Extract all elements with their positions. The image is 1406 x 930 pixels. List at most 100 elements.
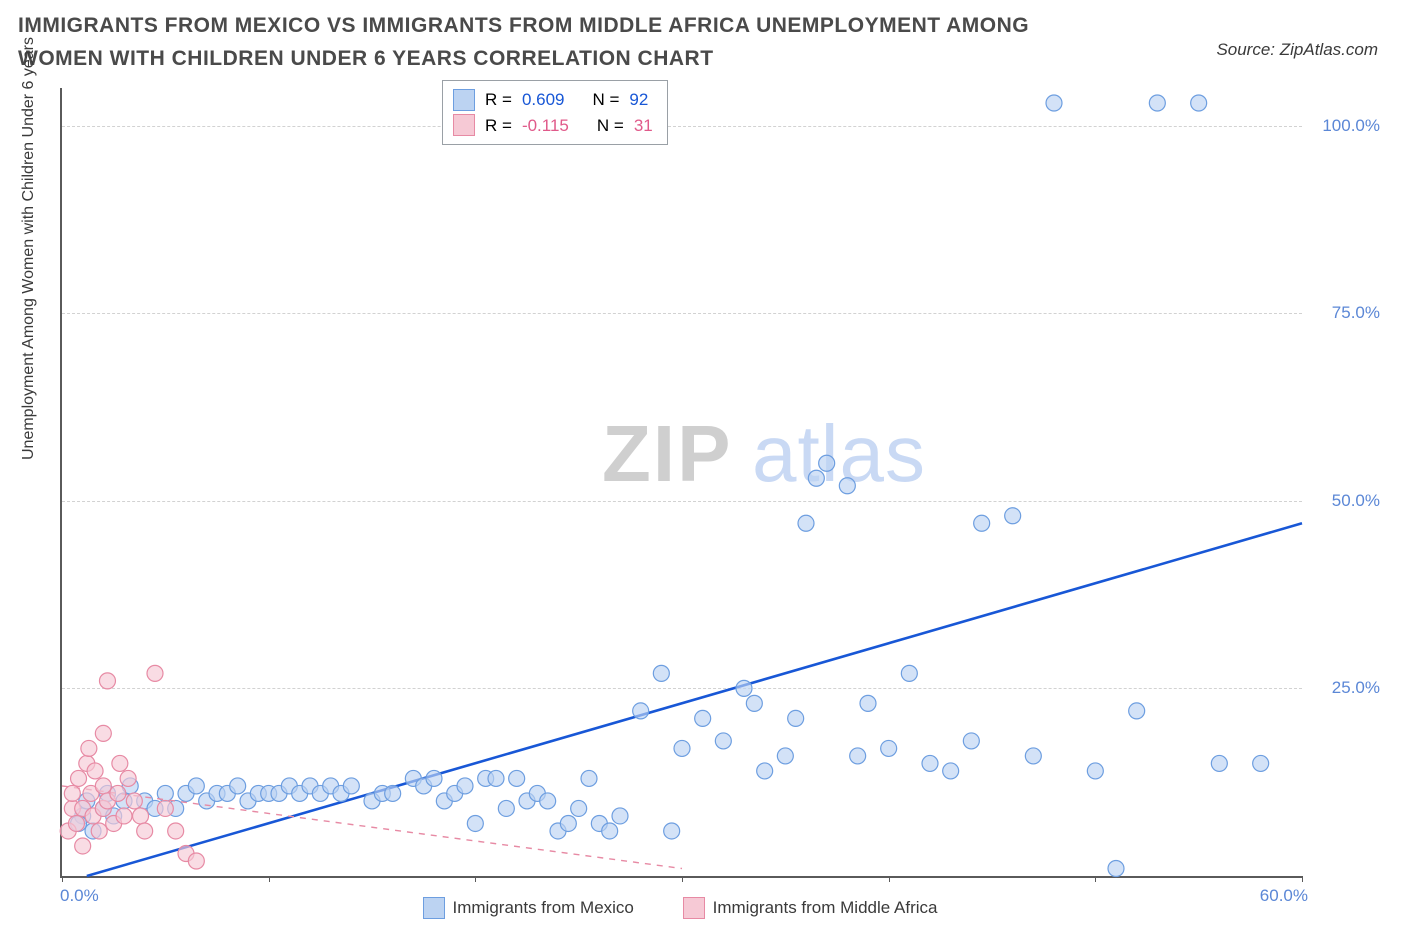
data-point: [839, 478, 855, 494]
n-label: N =: [597, 113, 624, 139]
data-point: [110, 785, 126, 801]
y-axis-label: Unemployment Among Women with Children U…: [20, 37, 38, 460]
data-point: [68, 815, 84, 831]
chart-title: IMMIGRANTS FROM MEXICO VS IMMIGRANTS FRO…: [18, 10, 1118, 75]
data-point: [95, 725, 111, 741]
data-point: [188, 778, 204, 794]
data-point: [1108, 860, 1124, 876]
legend-row-mexico: R = 0.609 N = 92: [453, 87, 653, 113]
data-point: [653, 665, 669, 681]
data-point: [746, 695, 762, 711]
data-point: [87, 763, 103, 779]
data-point: [137, 823, 153, 839]
data-point: [230, 778, 246, 794]
data-point: [674, 740, 690, 756]
data-point: [81, 740, 97, 756]
r-label: R =: [485, 87, 512, 113]
data-point: [581, 770, 597, 786]
data-point: [75, 838, 91, 854]
n-label: N =: [592, 87, 619, 113]
data-point: [664, 823, 680, 839]
data-point: [385, 785, 401, 801]
data-point: [91, 823, 107, 839]
data-point: [488, 770, 504, 786]
data-point: [788, 710, 804, 726]
data-point: [860, 695, 876, 711]
data-point: [126, 793, 142, 809]
scatter-plot: ZIP atlas 25.0%50.0%75.0%100.0% R = 0.60…: [60, 88, 1302, 878]
data-point: [850, 748, 866, 764]
r-value-africa: -0.115: [522, 113, 569, 139]
data-point: [1191, 95, 1207, 111]
data-point: [120, 770, 136, 786]
data-point: [1005, 508, 1021, 524]
series-legend: Immigrants from Mexico Immigrants from M…: [60, 897, 1300, 924]
legend-swatch-mexico: [453, 89, 475, 111]
x-tick: [1302, 876, 1303, 882]
x-tick: [682, 876, 683, 882]
n-value-africa: 31: [634, 113, 653, 139]
data-point: [95, 778, 111, 794]
legend-item-africa: Immigrants from Middle Africa: [683, 897, 938, 919]
data-point: [922, 755, 938, 771]
data-point: [602, 823, 618, 839]
data-point: [71, 770, 87, 786]
data-point: [509, 770, 525, 786]
y-tick-label: 25.0%: [1332, 678, 1380, 698]
legend-label-mexico: Immigrants from Mexico: [453, 898, 634, 918]
n-value-mexico: 92: [629, 87, 648, 113]
data-point: [116, 808, 132, 824]
data-point: [715, 733, 731, 749]
data-point: [343, 778, 359, 794]
data-point: [881, 740, 897, 756]
data-point: [736, 680, 752, 696]
data-point: [757, 763, 773, 779]
r-value-mexico: 0.609: [522, 87, 565, 113]
legend-item-mexico: Immigrants from Mexico: [423, 897, 634, 919]
data-point: [168, 823, 184, 839]
legend-row-africa: R = -0.115 N = 31: [453, 113, 653, 139]
data-point: [695, 710, 711, 726]
x-tick: [475, 876, 476, 882]
data-point: [633, 703, 649, 719]
data-point: [974, 515, 990, 531]
source-attribution: Source: ZipAtlas.com: [1216, 40, 1378, 60]
data-point: [157, 800, 173, 816]
legend-swatch-africa-icon: [683, 897, 705, 919]
data-point: [99, 673, 115, 689]
correlation-legend: R = 0.609 N = 92 R = -0.115 N = 31: [442, 80, 668, 145]
data-point: [798, 515, 814, 531]
x-tick: [62, 876, 63, 882]
data-point: [963, 733, 979, 749]
x-tick: [1095, 876, 1096, 882]
data-point: [819, 455, 835, 471]
data-point: [808, 470, 824, 486]
r-label: R =: [485, 113, 512, 139]
data-point: [1046, 95, 1062, 111]
y-tick-label: 75.0%: [1332, 303, 1380, 323]
data-point: [901, 665, 917, 681]
data-point: [498, 800, 514, 816]
data-point: [457, 778, 473, 794]
data-point: [1253, 755, 1269, 771]
y-tick-label: 100.0%: [1322, 116, 1380, 136]
data-point: [1087, 763, 1103, 779]
data-point: [426, 770, 442, 786]
data-point: [112, 755, 128, 771]
data-point: [571, 800, 587, 816]
data-point: [1211, 755, 1227, 771]
legend-label-africa: Immigrants from Middle Africa: [713, 898, 938, 918]
data-point: [64, 785, 80, 801]
data-point: [560, 815, 576, 831]
legend-swatch-mexico-icon: [423, 897, 445, 919]
data-point: [467, 815, 483, 831]
data-point: [1149, 95, 1165, 111]
data-point: [147, 665, 163, 681]
y-tick-label: 50.0%: [1332, 491, 1380, 511]
data-point: [777, 748, 793, 764]
data-point: [188, 853, 204, 869]
legend-swatch-africa: [453, 114, 475, 136]
data-point: [612, 808, 628, 824]
plot-svg: [62, 88, 1302, 876]
data-point: [540, 793, 556, 809]
